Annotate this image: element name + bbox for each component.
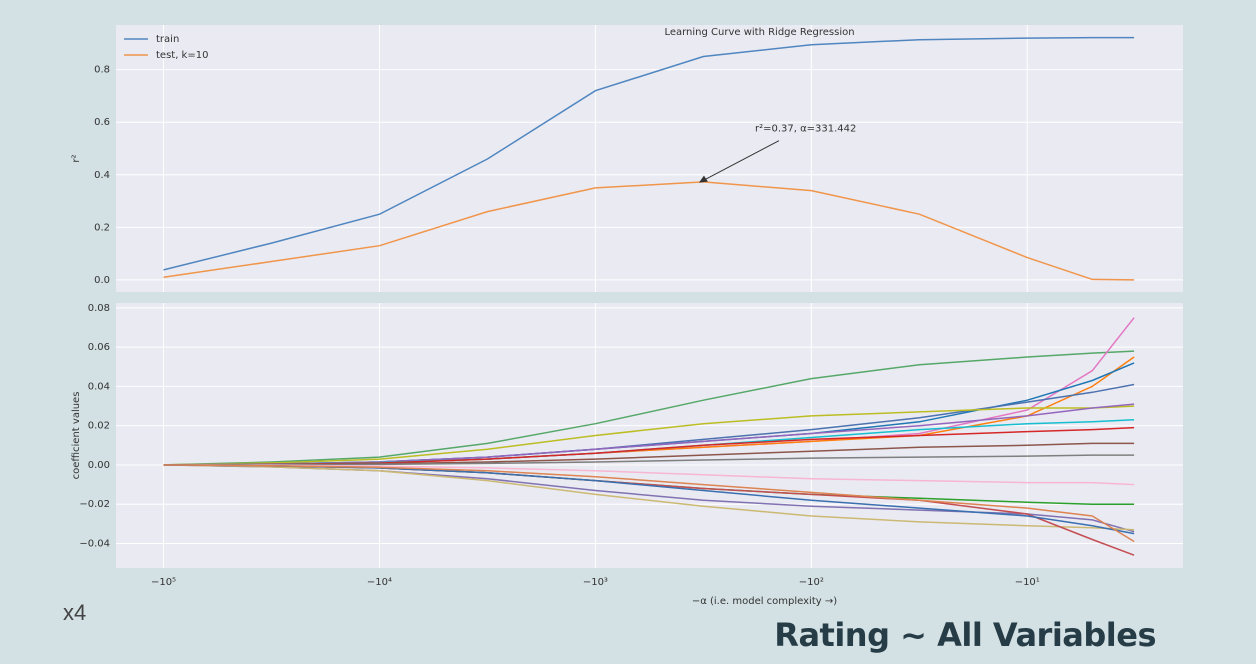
annotation-text: r²=0.37, α=331.442 — [755, 124, 856, 135]
legend-label: train — [156, 34, 179, 45]
plot-area — [116, 303, 1183, 568]
series-line — [163, 464, 1135, 531]
series-line — [163, 405, 1135, 466]
annotation-arrow — [700, 140, 780, 183]
x-tick-label: −10² — [799, 577, 824, 588]
x-tick-label: −10⁴ — [367, 577, 392, 588]
plot-area — [116, 25, 1183, 292]
slide-note: x4 — [63, 600, 87, 625]
y-tick-label: 0.4 — [94, 170, 110, 181]
series-line — [163, 464, 1135, 543]
y-axis-label: coefficient values — [71, 392, 82, 480]
x-axis-label: −α (i.e. model complexity →) — [692, 596, 837, 607]
legend-label: test, k=10 — [156, 50, 208, 61]
y-tick-label: 0.6 — [94, 117, 110, 128]
y-tick-label: 0.06 — [88, 342, 110, 353]
y-tick-label: 0.0 — [94, 275, 110, 286]
chart-title: Learning Curve with Ridge Regression — [664, 27, 854, 38]
arrow-head — [698, 175, 708, 183]
series-line — [163, 36, 1135, 271]
x-tick-label: −10¹ — [1015, 577, 1040, 588]
y-tick-label: 0.00 — [88, 460, 110, 471]
y-tick-label: 0.2 — [94, 222, 110, 233]
y-tick-label: −0.02 — [79, 499, 110, 510]
y-tick-label: 0.8 — [94, 65, 110, 76]
y-tick-label: −0.04 — [79, 538, 110, 549]
y-axis-label: r² — [71, 154, 82, 162]
x-tick-label: −10⁵ — [151, 577, 176, 588]
series-line — [163, 350, 1135, 466]
y-tick-label: 0.04 — [88, 381, 110, 392]
y-tick-label: 0.08 — [88, 303, 110, 314]
series-line — [163, 464, 1135, 486]
y-tick-label: 0.02 — [88, 421, 110, 432]
slide-heading: Rating ~ All Variables — [774, 616, 1156, 654]
x-tick-label: −10³ — [583, 577, 608, 588]
series-line — [163, 454, 1135, 466]
